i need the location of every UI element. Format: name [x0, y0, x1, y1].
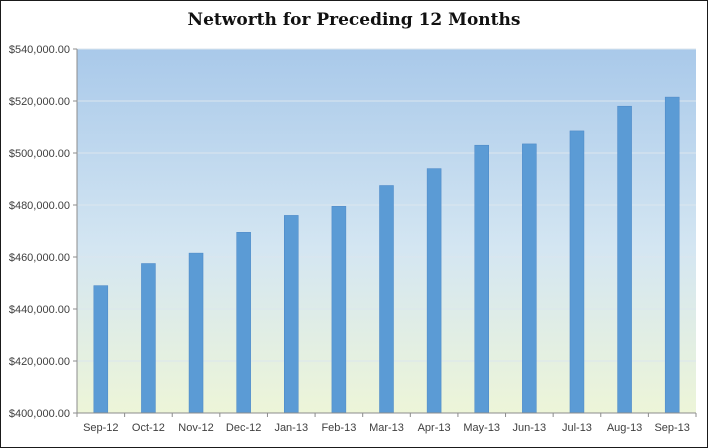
y-tick-label: $540,000.00 — [9, 44, 70, 56]
y-tick-label: $420,000.00 — [9, 356, 70, 368]
y-tick-label: $520,000.00 — [9, 96, 70, 108]
bar-Mar-13 — [379, 185, 394, 414]
bar-Apr-13 — [426, 168, 442, 414]
x-tick-label: Jun-13 — [513, 422, 547, 434]
x-tick-label: Sep-13 — [654, 422, 689, 434]
x-axis: Sep-12 Oct-12 Nov-12 Dec-12 Jan-13 Feb-13 Mar-… — [76, 412, 697, 434]
x-tick-label: Apr-13 — [418, 422, 451, 434]
y-axis: $400,000.00 $420,000.00 $440,000.00 $460,00… — [9, 44, 78, 420]
bar-May-13 — [474, 144, 489, 414]
y-tick-label: $480,000.00 — [9, 200, 70, 212]
x-tick-label: Oct-12 — [132, 422, 165, 434]
bar-Feb-13 — [331, 206, 347, 414]
chart-title: Networth for Preceding 12 Months — [187, 10, 521, 30]
y-tick-label: $500,000.00 — [9, 148, 70, 160]
bar-Jan-13 — [284, 215, 299, 414]
x-tick-label: Dec-12 — [226, 422, 261, 434]
y-tick-label: $440,000.00 — [9, 304, 70, 316]
x-tick-label: Nov-12 — [178, 422, 213, 434]
x-tick-label: Jul-13 — [562, 422, 592, 434]
bar-Sep-12 — [93, 285, 109, 414]
bar-Sep-13 — [664, 96, 680, 414]
x-tick-label: May-13 — [463, 422, 500, 434]
bar-Aug-13 — [617, 105, 632, 414]
x-tick-label: Jan-13 — [274, 422, 308, 434]
bar-Jul-13 — [569, 130, 585, 414]
x-tick-label: Sep-12 — [83, 422, 118, 434]
y-tick-label: $400,000.00 — [9, 408, 70, 420]
bars — [93, 96, 680, 414]
x-tick-label: Feb-13 — [321, 422, 356, 434]
y-tick-label: $460,000.00 — [9, 252, 70, 264]
bar-Nov-12 — [188, 252, 204, 414]
x-tick-label: Aug-13 — [607, 422, 642, 434]
x-tick-label: Mar-13 — [369, 422, 404, 434]
bar-Jun-13 — [522, 143, 537, 414]
bar-Dec-12 — [236, 232, 251, 414]
bar-Oct-12 — [141, 263, 156, 414]
